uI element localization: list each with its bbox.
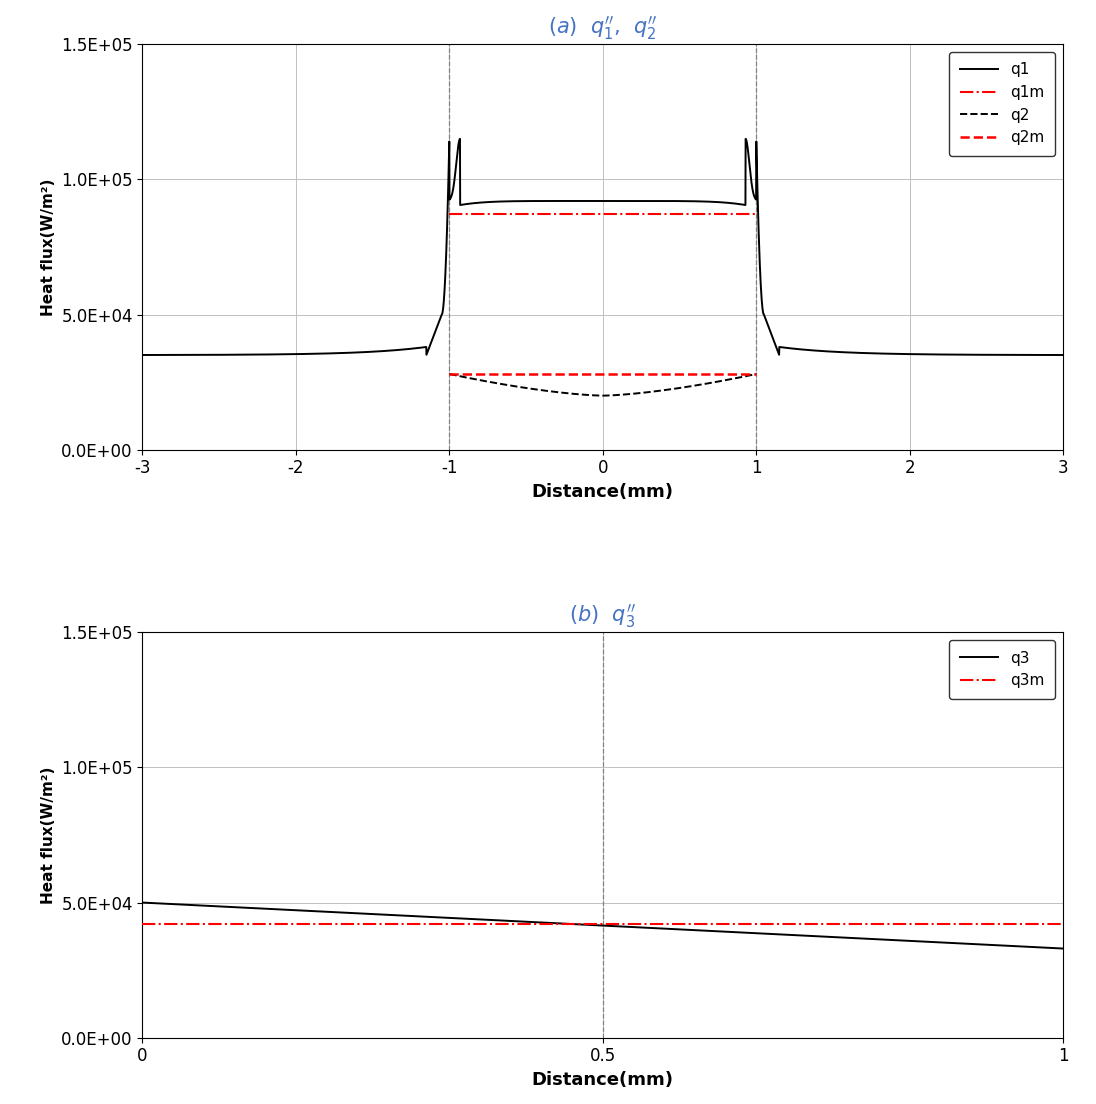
q3	[768, 927, 781, 941]
X-axis label: Distance(mm): Distance(mm)	[532, 482, 674, 501]
Line: q3: q3	[142, 903, 1063, 948]
q1	[454, 132, 467, 146]
q3	[854, 932, 867, 945]
Title: $(b)$  $\mathit{q_3^{\prime\prime}}$: $(b)$ $\mathit{q_3^{\prime\prime}}$	[569, 602, 637, 629]
Y-axis label: Heat flux(W/m²): Heat flux(W/m²)	[41, 766, 56, 904]
q1	[1057, 349, 1070, 362]
Y-axis label: Heat flux(W/m²): Heat flux(W/m²)	[41, 178, 56, 316]
q2m	[742, 368, 755, 381]
q1m	[750, 208, 763, 221]
q1m	[626, 208, 639, 221]
q1	[488, 195, 501, 209]
q1	[823, 344, 836, 358]
q1	[136, 349, 149, 362]
q2m	[443, 368, 456, 381]
q1	[304, 348, 317, 361]
q3	[230, 901, 243, 914]
q1m	[589, 208, 602, 221]
q2m	[750, 368, 763, 381]
q3	[870, 933, 883, 946]
Line: q1: q1	[142, 139, 1063, 355]
q2m	[626, 368, 639, 381]
q3	[1057, 942, 1070, 955]
q1m	[443, 208, 456, 221]
Legend: q1, q1m, q2, q2m: q1, q1m, q2, q2m	[949, 52, 1055, 156]
q2m	[609, 368, 623, 381]
q1m	[694, 208, 707, 221]
q2	[688, 379, 701, 392]
q1	[688, 194, 701, 208]
q1	[734, 198, 747, 211]
q3	[509, 914, 522, 927]
q2	[488, 376, 501, 390]
q2	[734, 371, 747, 384]
q3	[136, 896, 149, 910]
q2m	[694, 368, 707, 381]
q1m	[591, 208, 604, 221]
Legend: q3, q3m: q3, q3m	[949, 640, 1055, 699]
X-axis label: Distance(mm): Distance(mm)	[532, 1071, 674, 1089]
Line: q2: q2	[449, 374, 756, 395]
q3	[541, 916, 555, 930]
q2m	[589, 368, 602, 381]
q2m	[591, 368, 604, 381]
q1	[893, 348, 906, 361]
Title: $(a)$  $\mathit{q_1^{\prime\prime}}$,  $\mathit{q_2^{\prime\prime}}$: $(a)$ $\mathit{q_1^{\prime\prime}}$, $\m…	[548, 13, 658, 42]
q1m	[742, 208, 755, 221]
q1m	[609, 208, 623, 221]
